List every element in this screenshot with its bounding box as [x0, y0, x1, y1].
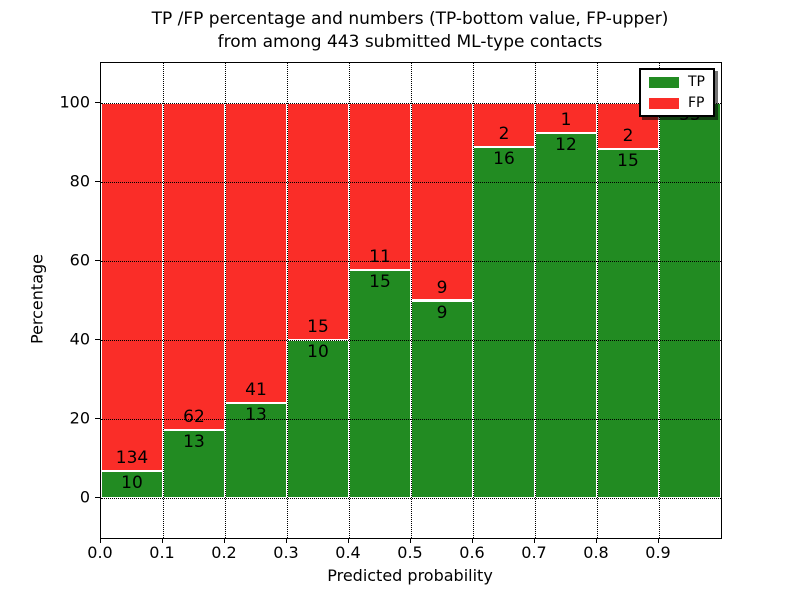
vertical-gridline: [597, 63, 598, 538]
bar-segment-tp: [473, 146, 535, 499]
x-tick-mark: [286, 538, 287, 543]
x-tick-mark: [658, 538, 659, 543]
fp-count-label: 41: [245, 380, 267, 401]
legend: TP FP: [639, 68, 715, 117]
x-tick-label: 0.9: [645, 543, 671, 562]
tp-legend-swatch: [649, 76, 679, 88]
x-tick-mark: [596, 538, 597, 543]
bar-segment-tp: [163, 429, 225, 499]
x-tick-label: 0.1: [149, 543, 175, 562]
x-tick-label: 0.2: [211, 543, 237, 562]
tp-count-label: 10: [121, 472, 143, 493]
y-tick-label: 20: [69, 408, 90, 428]
vertical-gridline: [287, 63, 288, 538]
chart-title: TP /FP percentage and numbers (TP-bottom…: [100, 8, 720, 54]
legend-entry-tp: TP: [649, 75, 705, 89]
bar-segment-tp: [349, 270, 411, 499]
horizontal-gridline: [101, 498, 721, 500]
bar-segment-tp: [287, 340, 349, 499]
fp-count-label: 2: [498, 123, 510, 144]
y-tick-label: 100: [59, 92, 90, 112]
tp-count-label: 10: [307, 342, 329, 363]
vertical-gridline: [659, 63, 660, 538]
x-axis-label: Predicted probability: [327, 566, 493, 585]
vertical-gridline: [163, 63, 164, 538]
fp-count-label: 11: [369, 247, 391, 268]
fp-count-label: 1: [560, 110, 572, 131]
vertical-gridline: [473, 63, 474, 538]
fp-count-label: 62: [183, 406, 205, 427]
vertical-gridline: [411, 63, 412, 538]
x-tick-mark: [162, 538, 163, 543]
x-tick-label: 0.3: [273, 543, 299, 562]
x-tick-mark: [224, 538, 225, 543]
horizontal-gridline: [101, 102, 721, 104]
x-tick-label: 0.4: [335, 543, 361, 562]
chart-title-line2: from among 443 submitted ML-type contact…: [217, 32, 603, 52]
bar-segment-tp: [411, 300, 473, 499]
bar-segment-fp: [411, 102, 473, 301]
y-tick-mark: [95, 180, 100, 182]
bar-segment-fp: [225, 102, 287, 404]
horizontal-gridline: [101, 260, 721, 262]
chart-title-line1: TP /FP percentage and numbers (TP-bottom…: [151, 9, 669, 29]
bar-segment-tp: [659, 102, 721, 499]
tp-count-label: 13: [183, 431, 205, 452]
bar-segment-fp: [349, 102, 411, 271]
x-tick-mark: [472, 538, 473, 543]
y-tick-label: 40: [69, 329, 90, 349]
x-tick-label: 0.7: [521, 543, 547, 562]
y-tick-mark: [95, 497, 100, 499]
tp-legend-label: TP: [688, 74, 705, 90]
tp-count-label: 16: [493, 148, 515, 169]
fp-count-label: 2: [622, 126, 634, 147]
fp-legend-label: FP: [688, 95, 705, 111]
bar-segment-tp: [535, 133, 597, 499]
bar-segment-fp: [101, 102, 163, 471]
y-tick-label: 60: [69, 250, 90, 270]
fp-count-label: 134: [115, 447, 149, 468]
horizontal-gridline: [101, 340, 721, 342]
bar-segment-fp: [163, 102, 225, 430]
tp-count-label: 13: [245, 405, 267, 426]
x-tick-mark: [100, 538, 101, 543]
tp-count-label: 9: [436, 302, 448, 323]
bar-segment-tp: [101, 470, 163, 499]
y-tick-mark: [95, 418, 100, 420]
horizontal-gridline: [101, 419, 721, 421]
y-tick-mark: [95, 259, 100, 261]
bar-segment-tp: [597, 149, 659, 499]
legend-entry-fp: FP: [649, 96, 705, 110]
y-tick-mark: [95, 101, 100, 103]
fp-count-label: 9: [436, 277, 448, 298]
fp-count-label: 15: [307, 317, 329, 338]
tp-count-label: 15: [369, 272, 391, 293]
y-tick-label: 0: [79, 487, 90, 507]
x-tick-mark: [534, 538, 535, 543]
x-tick-label: 0.6: [459, 543, 485, 562]
vertical-gridline: [349, 63, 350, 538]
tp-count-label: 15: [617, 151, 639, 172]
y-tick-mark: [95, 339, 100, 341]
x-tick-label: 0.0: [87, 543, 113, 562]
plot-area: TP FP 1013413621341101515119916212115255: [100, 62, 722, 539]
bar-segment-fp: [287, 102, 349, 341]
vertical-gridline: [535, 63, 536, 538]
vertical-gridline: [225, 63, 226, 538]
y-tick-label: 80: [69, 171, 90, 191]
fp-legend-swatch: [649, 97, 679, 109]
x-tick-mark: [410, 538, 411, 543]
x-tick-label: 0.8: [583, 543, 609, 562]
tp-count-label: 12: [555, 135, 577, 156]
x-tick-mark: [348, 538, 349, 543]
horizontal-gridline: [101, 181, 721, 183]
x-tick-label: 0.5: [397, 543, 423, 562]
